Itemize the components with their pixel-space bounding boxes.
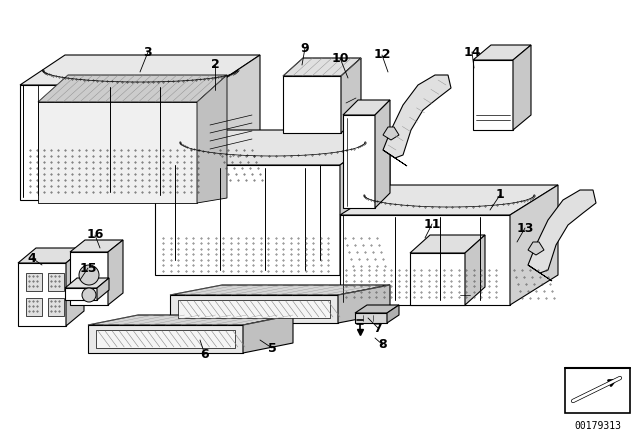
Polygon shape xyxy=(70,252,108,305)
Text: 3: 3 xyxy=(144,46,152,59)
Polygon shape xyxy=(340,215,510,305)
Polygon shape xyxy=(355,313,387,323)
Polygon shape xyxy=(38,75,227,102)
Text: 8: 8 xyxy=(379,339,387,352)
Circle shape xyxy=(82,288,96,302)
Polygon shape xyxy=(18,248,84,263)
Polygon shape xyxy=(65,278,109,288)
Polygon shape xyxy=(108,240,123,305)
Bar xyxy=(565,368,630,413)
Polygon shape xyxy=(170,285,390,295)
Polygon shape xyxy=(383,127,399,140)
Text: 7: 7 xyxy=(374,322,382,335)
Polygon shape xyxy=(70,240,123,252)
Polygon shape xyxy=(155,130,390,165)
Text: 4: 4 xyxy=(28,251,36,264)
Polygon shape xyxy=(343,100,390,115)
Text: 5: 5 xyxy=(268,341,276,354)
Polygon shape xyxy=(383,150,407,166)
Polygon shape xyxy=(283,76,341,133)
Text: 00179313: 00179313 xyxy=(574,421,621,431)
Text: 16: 16 xyxy=(86,228,104,241)
Bar xyxy=(48,273,64,291)
Polygon shape xyxy=(341,58,361,133)
Polygon shape xyxy=(528,190,596,273)
Polygon shape xyxy=(20,85,215,200)
Polygon shape xyxy=(66,248,84,326)
Text: 9: 9 xyxy=(301,42,309,55)
Polygon shape xyxy=(340,130,390,275)
Text: 11: 11 xyxy=(423,217,441,231)
Polygon shape xyxy=(215,55,260,200)
Polygon shape xyxy=(410,235,485,253)
Polygon shape xyxy=(178,300,330,318)
Text: 14: 14 xyxy=(463,46,481,59)
Polygon shape xyxy=(375,100,390,208)
Polygon shape xyxy=(20,55,260,85)
Polygon shape xyxy=(96,330,235,348)
Polygon shape xyxy=(338,285,390,323)
Text: 2: 2 xyxy=(211,59,220,72)
Polygon shape xyxy=(65,288,97,300)
Polygon shape xyxy=(88,315,293,325)
Text: 6: 6 xyxy=(201,349,209,362)
Polygon shape xyxy=(473,60,513,130)
Text: 13: 13 xyxy=(516,221,534,234)
Polygon shape xyxy=(88,325,243,353)
Polygon shape xyxy=(97,278,109,300)
Text: 10: 10 xyxy=(332,52,349,65)
Polygon shape xyxy=(465,235,485,305)
Polygon shape xyxy=(528,265,552,281)
Circle shape xyxy=(79,265,99,285)
Bar xyxy=(48,298,64,316)
Polygon shape xyxy=(528,242,544,255)
Polygon shape xyxy=(513,45,531,130)
Polygon shape xyxy=(243,315,293,353)
Polygon shape xyxy=(410,253,465,305)
Polygon shape xyxy=(387,305,399,323)
Text: 15: 15 xyxy=(79,262,97,275)
Polygon shape xyxy=(343,115,375,208)
Polygon shape xyxy=(283,58,361,76)
Polygon shape xyxy=(510,185,558,305)
Polygon shape xyxy=(197,75,227,203)
Polygon shape xyxy=(170,295,338,323)
Polygon shape xyxy=(473,45,531,60)
Polygon shape xyxy=(18,263,66,326)
Polygon shape xyxy=(38,102,197,203)
Bar xyxy=(26,298,42,316)
Text: 12: 12 xyxy=(373,48,391,61)
Bar xyxy=(26,273,42,291)
Text: 1: 1 xyxy=(495,189,504,202)
Polygon shape xyxy=(355,305,399,313)
Polygon shape xyxy=(383,75,451,158)
Polygon shape xyxy=(340,185,558,215)
Polygon shape xyxy=(155,165,340,275)
